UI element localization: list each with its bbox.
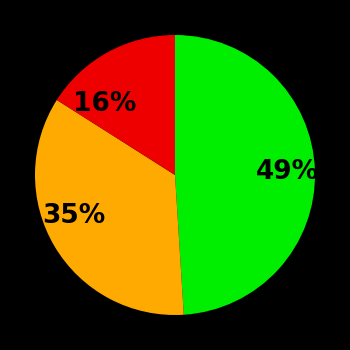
Text: 49%: 49% bbox=[256, 160, 319, 186]
Wedge shape bbox=[175, 35, 315, 315]
Text: 16%: 16% bbox=[72, 91, 136, 117]
Text: 35%: 35% bbox=[42, 203, 105, 229]
Wedge shape bbox=[35, 100, 184, 315]
Wedge shape bbox=[57, 35, 175, 175]
